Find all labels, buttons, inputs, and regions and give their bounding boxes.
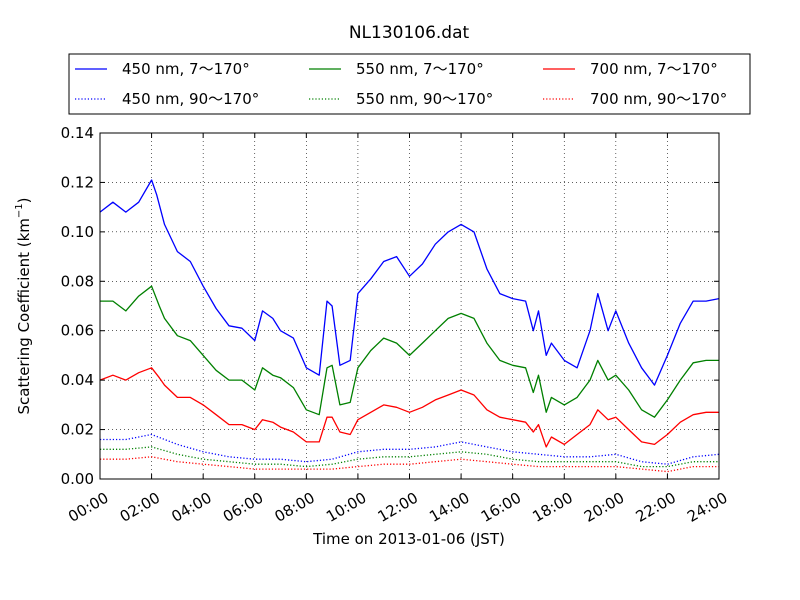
x-tick-label: 08:00 bbox=[271, 489, 317, 526]
x-tick-label: 10:00 bbox=[323, 489, 369, 526]
legend-label: 450 nm, 7～170° bbox=[122, 60, 250, 78]
y-axis-label: Scattering Coefficient (km−1) bbox=[14, 197, 33, 414]
series-line-4 bbox=[99, 367, 719, 448]
x-tick-label: 16:00 bbox=[478, 489, 524, 526]
legend-label: 450 nm, 90～170° bbox=[122, 90, 259, 108]
ticks: 00:00 02:00 04:00 06:00 08:00 10:00 12:00 14:00… bbox=[61, 124, 731, 526]
legend-label: 700 nm, 7～170° bbox=[590, 60, 718, 78]
x-tick-label: 20:00 bbox=[581, 489, 627, 526]
y-tick-label: 0.00 bbox=[61, 470, 94, 488]
y-axis-label-sup: −1 bbox=[14, 203, 25, 218]
chart-title: NL130106.dat bbox=[349, 23, 470, 43]
y-tick-label: 0.04 bbox=[61, 371, 94, 389]
x-tick-label: 06:00 bbox=[220, 489, 266, 526]
y-axis-label-main: Scattering Coefficient (km bbox=[15, 218, 33, 414]
y-tick-label: 0.12 bbox=[61, 173, 94, 191]
legend-label: 700 nm, 90～170° bbox=[590, 90, 727, 108]
y-tick-label: 0.06 bbox=[61, 322, 94, 340]
legend-label: 550 nm, 7～170° bbox=[356, 60, 484, 78]
legend: 450 nm, 7～170° 550 nm, 7～170° 700 nm, 7～17… bbox=[68, 53, 751, 115]
x-tick-label: 14:00 bbox=[426, 489, 472, 526]
x-tick-label: 12:00 bbox=[375, 489, 421, 526]
x-axis-label: Time on 2013-01-06 (JST) bbox=[312, 530, 505, 548]
x-tick-label: 00:00 bbox=[65, 489, 111, 526]
x-tick-label: 24:00 bbox=[684, 489, 730, 526]
y-axis-label-end: ) bbox=[15, 197, 33, 203]
series-line-3 bbox=[100, 446, 719, 468]
y-tick-label: 0.02 bbox=[61, 421, 94, 439]
x-tick-label: 18:00 bbox=[529, 489, 575, 526]
series-layer bbox=[99, 179, 720, 473]
y-tick-label: 0.10 bbox=[61, 223, 94, 241]
y-tick-label: 0.08 bbox=[61, 272, 94, 290]
series-line-1 bbox=[100, 433, 720, 465]
legend-frame bbox=[68, 53, 751, 115]
y-tick-label: 0.14 bbox=[61, 124, 94, 142]
series-line-0 bbox=[99, 179, 720, 386]
x-tick-label: 04:00 bbox=[168, 489, 214, 526]
series-line-2 bbox=[100, 285, 719, 418]
x-tick-label: 02:00 bbox=[117, 489, 163, 526]
grid bbox=[100, 133, 719, 479]
series-line-5 bbox=[100, 456, 719, 473]
legend-label: 550 nm, 90～170° bbox=[356, 90, 493, 108]
x-tick-label: 22:00 bbox=[633, 489, 679, 526]
